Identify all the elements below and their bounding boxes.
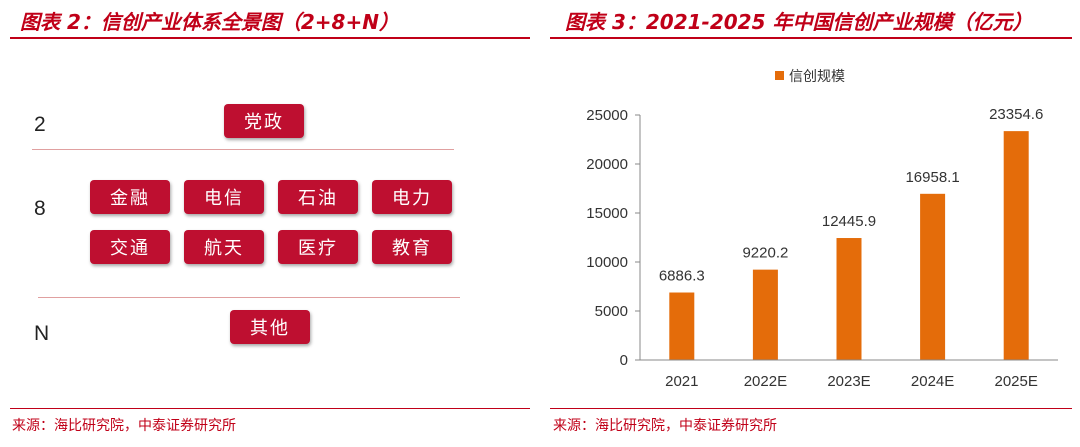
right-title-rule xyxy=(550,37,1072,39)
left-panel-title: 图表 2：信创产业体系全景图（2+8+N） xyxy=(20,10,399,34)
chip-finance: 金融 xyxy=(90,180,170,214)
separator-bottom xyxy=(38,297,460,298)
row-label-n: N xyxy=(34,322,50,345)
chip-power: 电力 xyxy=(372,180,452,214)
y-axis: 0 5000 10000 15000 20000 25000 xyxy=(586,107,641,369)
chip-petroleum: 石油 xyxy=(278,180,358,214)
separator-top xyxy=(32,149,454,150)
x-tick-label: 2023E xyxy=(827,373,870,390)
chip-aerospace: 航天 xyxy=(184,230,264,264)
left-source: 来源：海比研究院，中泰证券研究所 xyxy=(12,418,236,434)
right-panel-title: 图表 3：2021-2025 年中国信创产业规模（亿元） xyxy=(565,10,1033,34)
bar-2024E xyxy=(920,193,946,360)
bar-2021 xyxy=(669,292,695,360)
legend-swatch xyxy=(775,71,784,80)
y-tick-label: 0 xyxy=(620,352,628,369)
legend: 信创规模 xyxy=(775,69,845,85)
data-label: 23354.6 xyxy=(989,106,1043,123)
left-title-rule xyxy=(10,37,530,39)
chip-education: 教育 xyxy=(372,230,452,264)
bars: 6886.3 9220.2 12445.9 16958.1 23354.6 xyxy=(659,106,1043,360)
data-label: 6886.3 xyxy=(659,268,705,285)
data-label: 16958.1 xyxy=(905,169,959,186)
y-tick-label: 10000 xyxy=(586,254,628,271)
chip-medical: 医疗 xyxy=(278,230,358,264)
right-bottom-rule xyxy=(550,408,1072,409)
right-source: 来源：海比研究院，中泰证券研究所 xyxy=(553,418,777,434)
y-tick-label: 25000 xyxy=(586,107,628,124)
chip-dangzheng: 党政 xyxy=(224,104,304,138)
x-tick-label: 2022E xyxy=(744,373,787,390)
x-tick-label: 2025E xyxy=(995,373,1038,390)
data-label: 12445.9 xyxy=(822,213,876,230)
chip-telecom: 电信 xyxy=(184,180,264,214)
chip-transport: 交通 xyxy=(90,230,170,264)
data-label: 9220.2 xyxy=(742,245,788,262)
bar-2022E xyxy=(752,269,778,360)
left-bottom-rule xyxy=(10,408,530,409)
bar-2023E xyxy=(836,238,862,360)
x-tick-label: 2021 xyxy=(665,373,698,390)
row-label-2: 2 xyxy=(34,113,46,136)
row-label-8: 8 xyxy=(34,197,46,220)
y-tick-label: 5000 xyxy=(595,303,628,320)
bar-2025E xyxy=(1003,131,1029,360)
legend-label: 信创规模 xyxy=(789,69,845,85)
y-tick-label: 20000 xyxy=(586,156,628,173)
chip-other: 其他 xyxy=(230,310,310,344)
y-tick-label: 15000 xyxy=(586,205,628,222)
x-tick-label: 2024E xyxy=(911,373,954,390)
x-axis: 2021 2022E 2023E 2024E 2025E xyxy=(640,359,1058,390)
